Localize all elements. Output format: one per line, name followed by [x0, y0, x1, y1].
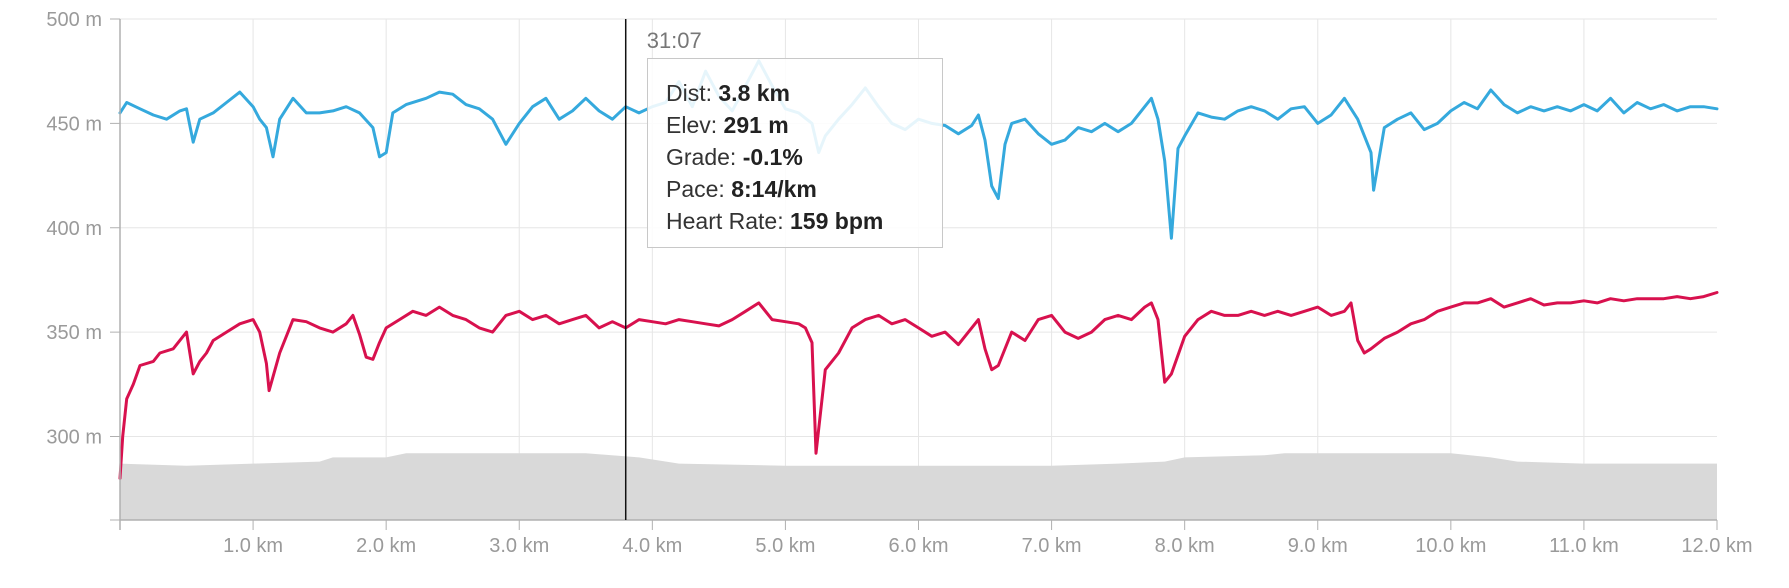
cursor-group: 31:07 — [624, 19, 702, 520]
x-tick-label: 12.0 km — [1681, 535, 1752, 557]
x-tick-label: 2.0 km — [356, 535, 416, 557]
x-tick-label: 4.0 km — [622, 535, 682, 557]
tooltip-grade-label: Grade: — [666, 144, 743, 170]
x-tick-label: 3.0 km — [489, 535, 549, 557]
tooltip-elev-value: 291 m — [723, 112, 789, 138]
y-tick-label: 400 m — [46, 218, 102, 240]
tooltip-grade-value: -0.1% — [742, 144, 803, 170]
y-tick-label: 500 m — [46, 9, 102, 31]
elevation-area — [120, 453, 1717, 520]
x-tick-label: 10.0 km — [1415, 535, 1486, 557]
y-tick-label: 300 m — [46, 427, 102, 449]
tooltip-pace: Pace: 8:14/km — [666, 173, 942, 205]
tooltip-grade: Grade: -0.1% — [666, 141, 942, 173]
x-tick-label: 6.0 km — [888, 535, 948, 557]
x-tick-label: 1.0 km — [223, 535, 283, 557]
tooltip-pace-label: Pace: — [666, 176, 732, 202]
tooltip-pace-value: 8:14/km — [731, 176, 817, 202]
tooltip-dist: Dist: 3.8 km — [666, 77, 942, 109]
cursor-time-label: 31:07 — [647, 28, 702, 53]
x-axis-tick-labels: 1.0 km 2.0 km 3.0 km 4.0 km 5.0 km 6.0 km 7.0 … — [223, 535, 1753, 557]
y-axis-tick-labels: 500 m 450 m 400 m 350 m 300 m — [46, 9, 102, 449]
elevation-area-fill — [120, 453, 1717, 520]
tooltip: Dist: 3.8 km Elev: 291 m Grade: -0.1% Pa… — [647, 58, 943, 248]
x-tick-label: 9.0 km — [1288, 535, 1348, 557]
x-tick-label: 7.0 km — [1022, 535, 1082, 557]
y-tick-label: 450 m — [46, 113, 102, 135]
series-line-2 — [118, 291, 1719, 480]
tooltip-hr-label: Heart Rate: — [666, 208, 790, 234]
axes — [110, 18, 1718, 530]
tooltip-heart-rate: Heart Rate: 159 bpm — [666, 205, 942, 237]
tooltip-elev: Elev: 291 m — [666, 109, 942, 141]
y-tick-label: 350 m — [46, 322, 102, 344]
x-tick-label: 11.0 km — [1549, 535, 1619, 557]
tooltip-dist-value: 3.8 km — [718, 80, 790, 106]
tooltip-dist-label: Dist: — [666, 80, 719, 106]
tooltip-elev-label: Elev: — [666, 112, 724, 138]
tooltip-hr-value: 159 bpm — [790, 208, 884, 234]
x-tick-label: 5.0 km — [755, 535, 815, 557]
x-tick-label: 8.0 km — [1155, 535, 1215, 557]
